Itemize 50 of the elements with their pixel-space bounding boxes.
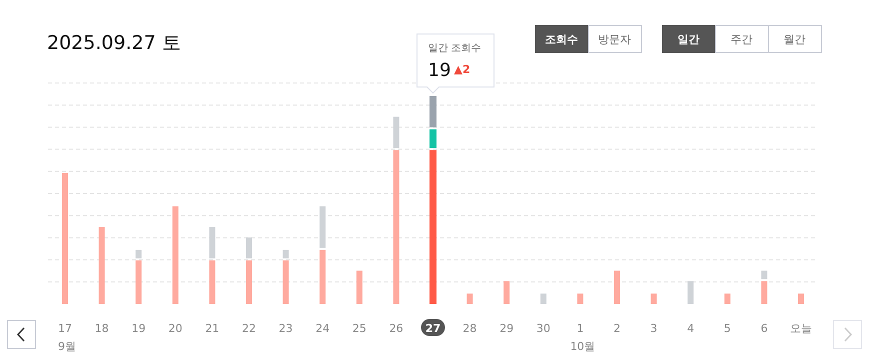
button-group: 조회수 방문자 — [535, 25, 642, 53]
x-tick-label: 2 — [614, 322, 620, 335]
x-tick-label: 23 — [278, 322, 293, 335]
x-tick-label: 30 — [536, 322, 550, 335]
bar — [724, 294, 730, 304]
button-group: 일간 주간 월간 — [662, 25, 822, 53]
x-tick-label: 28 — [462, 322, 477, 335]
bar — [209, 260, 216, 304]
bar — [356, 270, 362, 304]
bar — [246, 260, 252, 304]
bar — [798, 294, 804, 304]
bar — [98, 227, 105, 304]
bar — [650, 294, 657, 304]
x-tick-label: 29 — [500, 322, 514, 335]
x-tick-label: 18 — [94, 322, 109, 335]
x-tick-label: 오늘 — [790, 322, 812, 335]
bar — [320, 250, 326, 304]
bar — [540, 294, 546, 304]
bar — [430, 96, 436, 128]
bar — [504, 281, 510, 304]
x-tick-label: 3 — [650, 322, 658, 335]
bar — [430, 150, 436, 304]
chart-title: 2025.09.27 토 — [47, 32, 181, 54]
x-tick-label: 6 — [760, 322, 768, 335]
x-tick-label: 17 — [58, 322, 72, 335]
bar — [393, 150, 400, 304]
x-tick-label: 27 — [425, 322, 441, 335]
x-tick-label: 25 — [352, 322, 366, 335]
text: 9월 — [58, 340, 76, 353]
x-tick-label: 22 — [242, 322, 256, 335]
bar — [393, 116, 400, 148]
bar — [577, 294, 584, 304]
bar — [62, 172, 68, 304]
x-tick-label: 4 — [687, 322, 694, 335]
text: 10월 — [570, 340, 596, 353]
bar — [761, 270, 768, 280]
bar — [761, 281, 768, 304]
bar — [136, 260, 142, 304]
bar — [614, 270, 620, 304]
bar — [172, 206, 178, 304]
x-tick-label: 1 — [576, 322, 584, 335]
bar — [466, 294, 473, 304]
x-tick-label: 5 — [724, 322, 731, 335]
x-tick-label: 26 — [389, 322, 404, 335]
bar — [282, 260, 289, 304]
x-tick-label: 20 — [168, 322, 182, 335]
x-tick-label: 21 — [205, 322, 220, 335]
bar — [688, 281, 694, 304]
x-tick-label: 19 — [132, 322, 146, 335]
x-tick-label: 24 — [316, 322, 330, 335]
